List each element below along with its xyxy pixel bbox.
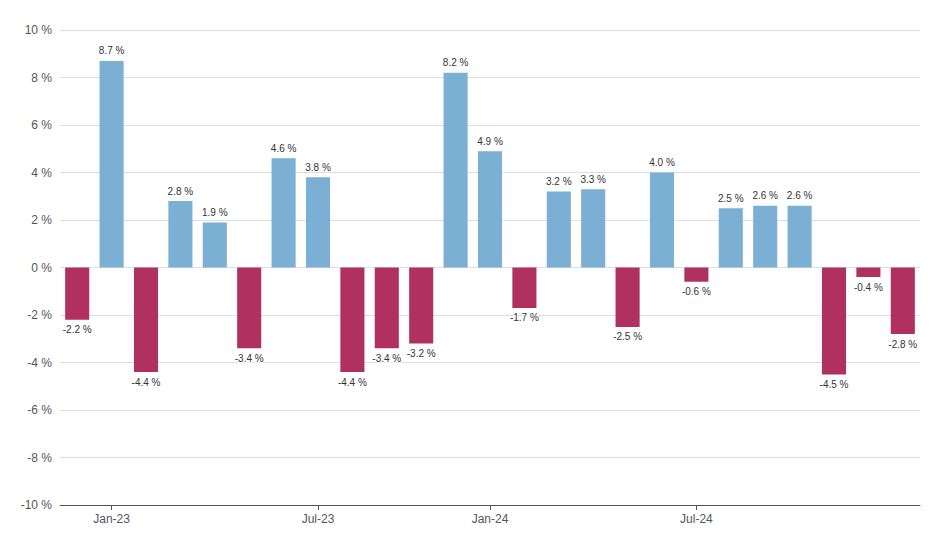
svg-text:4.6 %: 4.6 % bbox=[271, 143, 297, 154]
svg-text:4.0 %: 4.0 % bbox=[649, 157, 675, 168]
svg-text:6 %: 6 % bbox=[31, 118, 52, 132]
svg-text:-1.7 %: -1.7 % bbox=[510, 312, 539, 323]
svg-text:3.8 %: 3.8 % bbox=[305, 162, 331, 173]
svg-text:Jan-23: Jan-23 bbox=[93, 512, 130, 526]
svg-text:Jan-24: Jan-24 bbox=[472, 512, 509, 526]
svg-text:-2.5 %: -2.5 % bbox=[613, 331, 642, 342]
svg-text:-4.4 %: -4.4 % bbox=[338, 377, 367, 388]
svg-text:-10 %: -10 % bbox=[21, 498, 53, 512]
svg-text:8.2 %: 8.2 % bbox=[443, 57, 469, 68]
svg-text:-6 %: -6 % bbox=[27, 403, 52, 417]
svg-text:2 %: 2 % bbox=[31, 213, 52, 227]
svg-text:4.9 %: 4.9 % bbox=[477, 136, 503, 147]
svg-text:-0.4 %: -0.4 % bbox=[854, 282, 883, 293]
svg-text:2.6 %: 2.6 % bbox=[752, 190, 778, 201]
svg-text:-2 %: -2 % bbox=[27, 308, 52, 322]
svg-text:-8 %: -8 % bbox=[27, 451, 52, 465]
svg-text:1.9 %: 1.9 % bbox=[202, 207, 228, 218]
svg-text:3.2 %: 3.2 % bbox=[546, 176, 572, 187]
svg-text:2.6 %: 2.6 % bbox=[787, 190, 813, 201]
svg-text:8 %: 8 % bbox=[31, 71, 52, 85]
svg-text:-0.6 %: -0.6 % bbox=[682, 286, 711, 297]
svg-text:-4 %: -4 % bbox=[27, 356, 52, 370]
svg-text:10 %: 10 % bbox=[25, 23, 53, 37]
svg-text:-3.4 %: -3.4 % bbox=[372, 353, 401, 364]
svg-text:3.3 %: 3.3 % bbox=[580, 174, 606, 185]
svg-text:-3.4 %: -3.4 % bbox=[235, 353, 264, 364]
svg-text:4 %: 4 % bbox=[31, 166, 52, 180]
svg-text:0 %: 0 % bbox=[31, 261, 52, 275]
svg-text:-3.2 %: -3.2 % bbox=[407, 348, 436, 359]
svg-text:Jul-24: Jul-24 bbox=[680, 512, 713, 526]
svg-text:2.8 %: 2.8 % bbox=[168, 186, 194, 197]
svg-text:Jul-23: Jul-23 bbox=[302, 512, 335, 526]
svg-text:8.7 %: 8.7 % bbox=[99, 45, 125, 56]
svg-text:2.5 %: 2.5 % bbox=[718, 193, 744, 204]
svg-text:-4.4 %: -4.4 % bbox=[132, 377, 161, 388]
svg-text:-2.2 %: -2.2 % bbox=[63, 324, 92, 335]
svg-text:-2.8 %: -2.8 % bbox=[888, 339, 917, 350]
svg-text:-4.5 %: -4.5 % bbox=[820, 379, 849, 390]
